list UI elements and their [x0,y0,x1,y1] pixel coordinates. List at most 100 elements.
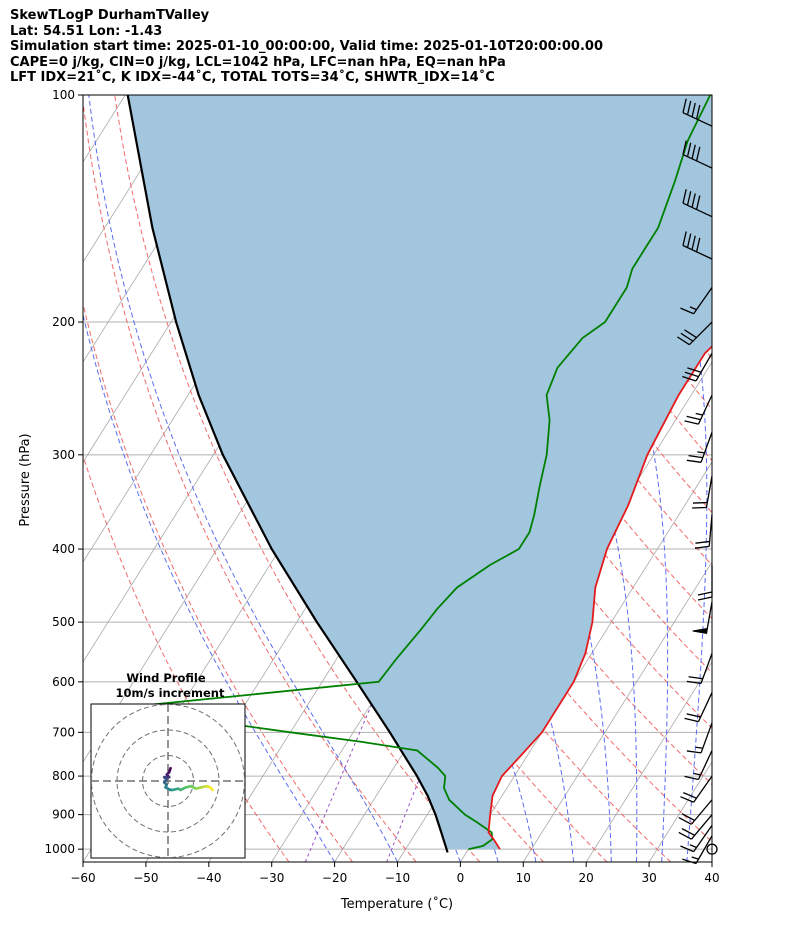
x-tick-label: 0 [457,871,465,885]
chart-header: SkewTLogP DurhamTValley Lat: 54.51 Lon: … [10,8,603,86]
wind-barb [682,98,713,127]
barb-full [682,858,697,865]
barb-full [686,459,702,463]
wind-barb [678,814,713,840]
wind-barb [686,432,713,463]
wind-barb [682,189,713,218]
x-tick-label: −10 [385,871,410,885]
barb-shaft [700,432,713,463]
y-tick-label: 800 [52,769,75,783]
barb-full [687,367,702,373]
barb-shaft [697,692,713,722]
barb-half [689,844,697,849]
barb-half [691,856,699,860]
temperature-line [487,345,712,850]
barb-shaft [697,750,713,780]
x-tick-label: −60 [70,871,95,885]
barb-full [692,501,708,504]
barb-shaft [705,475,713,508]
wind-barb [680,287,713,315]
dry-adiabat [342,95,712,674]
barb-full [678,816,692,825]
barb-full [691,102,696,118]
y-tick-label: 400 [52,542,75,556]
wind-barb [682,140,713,169]
barb-shaft [700,653,713,684]
barb-full [686,680,702,685]
wind-barb [692,601,713,634]
moist-adiabat [615,95,708,862]
barb-full [692,506,707,509]
x-tick-label: −50 [133,871,158,885]
x-tick-label: −20 [322,871,347,885]
barb-half [689,306,697,311]
wind-barb [682,231,713,260]
barb-shaft [700,722,713,754]
wind-barb [684,394,713,425]
barb-full [691,144,696,159]
barb-shaft [688,321,713,346]
barb-full [680,332,694,342]
barb-shaft [693,825,713,852]
parcel-profile-line [126,95,449,853]
wind-barb [680,825,713,853]
hodograph-title: Wind Profile [126,671,206,685]
calm-wind-circle [706,843,718,855]
barb-full [684,775,699,781]
dry-adiabat [114,95,481,862]
cape-line: CAPE=0 j/kg, CIN=0 j/kg, LCL=1042 hPa, L… [10,54,506,70]
wind-barbs [676,98,718,865]
dry-adiabat [83,98,417,862]
wind-barb [680,775,713,803]
barb-full [686,191,692,206]
chart-title: SkewTLogP DurhamTValley [10,8,210,23]
barb-full [681,828,695,836]
barb-flag [692,627,708,634]
barb-full [684,420,699,425]
barb-shaft [682,153,713,169]
dry-adiabat [83,301,353,862]
x-tick-label: 10 [516,871,531,885]
barb-shaft [695,835,713,864]
barb-full [680,845,694,853]
barb-full [688,676,703,680]
barb-full [682,231,687,246]
barb-full [686,750,702,754]
barb-shaft [697,394,713,425]
dewpoint-line [116,95,712,851]
barb-shaft [693,775,713,803]
barb-half [695,746,703,749]
indices-line: LFT IDX=21˚C, K IDX=-44˚C, TOTAL TOTS=34… [10,70,495,85]
barb-full [683,792,697,799]
moist-adiabat [88,95,398,862]
barb-full [697,591,713,596]
y-axis-label: Pressure (hPa) [18,433,33,526]
wind-barb [697,565,713,601]
barb-full [684,371,699,378]
barb-half [695,412,703,416]
barb-full [695,195,701,210]
cin-shaded-area [127,95,712,850]
barb-full [691,193,696,208]
barb-full [686,142,692,157]
barb-full [688,454,703,459]
time-line: Simulation start time: 2025-01-10_00:00:… [10,39,603,54]
barb-shaft [693,287,713,315]
x-tick-label: −40 [196,871,221,885]
barb-full [682,140,687,155]
hodograph-segment [208,786,214,792]
barb-full [680,307,694,315]
barb-shaft [682,202,713,218]
wind-barb [678,799,713,825]
dry-adiabat [734,95,794,862]
barb-shaft [682,112,713,127]
y-tick-label: 600 [52,675,75,689]
barb-full [686,233,692,248]
barb-full [682,375,697,382]
y-tick-label: 500 [52,615,75,629]
dry-adiabat [83,454,290,862]
axes: −60 −50 −40 −30 −20 −10 0 10 20 30 40 100 200 300 400 5… [44,88,719,885]
barb-shaft [695,352,713,382]
barb-full [697,596,713,601]
